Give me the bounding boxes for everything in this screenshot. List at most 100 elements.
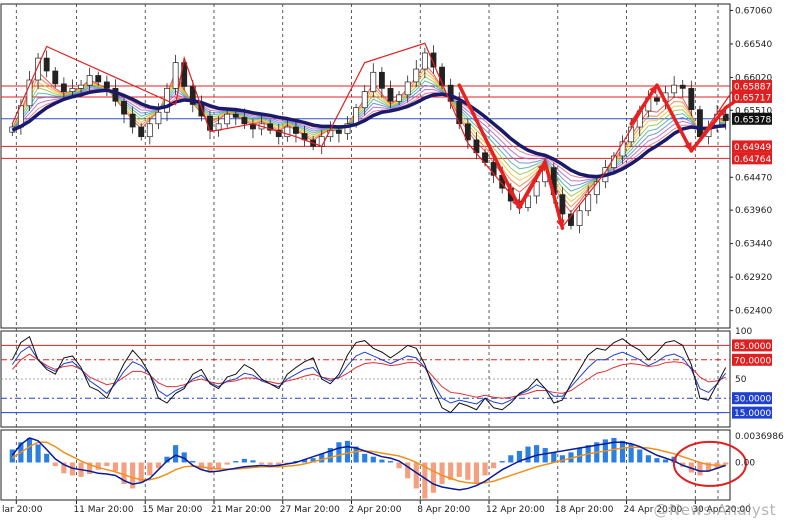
macd-bar — [456, 462, 462, 477]
x-tick-label: 2 Apr 20:00 — [349, 505, 402, 515]
svg-text:0.64764: 0.64764 — [734, 155, 771, 165]
macd-bar — [405, 462, 411, 479]
x-tick-label: 15 Mar 20:00 — [142, 505, 202, 515]
macd-bar — [465, 462, 471, 480]
candle — [146, 117, 153, 145]
candle — [172, 54, 179, 95]
candle — [396, 90, 403, 106]
candle — [103, 75, 110, 97]
macd-bar — [190, 461, 196, 463]
price-label: 0.64949 — [732, 140, 772, 153]
candle — [696, 105, 703, 141]
candle — [688, 80, 695, 117]
axes: 0.67060 0.66540 0.66020 0.65510 0.64470 0.639… — [2, 6, 784, 515]
x-tick-label: 27 Mar 20:00 — [280, 505, 340, 515]
macd-bar — [413, 462, 419, 489]
candle — [439, 63, 445, 90]
watermark: @News Analyst — [653, 501, 776, 519]
macd-bar — [482, 462, 488, 476]
candle — [370, 63, 377, 97]
candle — [404, 75, 411, 103]
x-tick-label: 30 Apr 20:00 — [692, 505, 751, 515]
y-tick-label: 0.66020 — [735, 73, 772, 83]
candle — [430, 45, 437, 74]
candle — [421, 47, 428, 79]
svg-text:0.65717: 0.65717 — [734, 93, 771, 103]
macd-bar — [164, 456, 170, 463]
candle — [361, 85, 368, 116]
macd-bar — [705, 462, 712, 472]
osc-line — [11, 353, 726, 399]
y-tick-label: 0.64470 — [735, 173, 772, 183]
candle — [679, 80, 686, 98]
macd-bar — [473, 462, 480, 483]
macd-bar — [430, 462, 437, 493]
candle — [69, 79, 76, 97]
macd-bar — [241, 458, 247, 463]
macd-bar — [9, 449, 15, 463]
candle — [189, 80, 196, 113]
macd-tick-label: 0.0036986 — [735, 432, 784, 442]
candle — [576, 204, 583, 234]
y-tick-label: 0.63440 — [735, 240, 772, 250]
x-tick-label: 11 Mar 20:00 — [73, 505, 133, 515]
svg-text:85.0000: 85.0000 — [734, 342, 771, 352]
macd-bar — [95, 462, 101, 470]
candle — [43, 50, 50, 78]
macd-bar — [61, 462, 67, 474]
osc-level-label: 30.0000 — [732, 392, 772, 405]
arrow-annotation — [655, 83, 694, 153]
macd-bar — [491, 462, 497, 469]
macd-bar — [26, 437, 33, 463]
osc-line — [11, 345, 727, 405]
x-tick-label: 24 Apr 20:00 — [624, 505, 683, 515]
macd-bar — [216, 462, 222, 469]
macd-bar — [112, 462, 119, 472]
oscillator-panel — [1, 335, 730, 414]
macd-tick-label: 0.00 — [735, 458, 755, 468]
macd-bar — [654, 458, 660, 463]
x-tick-label: 18 Apr 20:00 — [555, 505, 614, 515]
price-panel — [1, 42, 754, 234]
macd-bar — [387, 461, 394, 463]
macd-bar — [319, 453, 325, 463]
macd-bar — [155, 462, 161, 469]
zigzag-annotation — [11, 42, 735, 229]
osc-tick-label: 100 — [735, 327, 752, 337]
price-label: 0.64764 — [732, 152, 772, 165]
osc-level-label: 85.0000 — [732, 339, 772, 352]
svg-text:30.0000: 30.0000 — [734, 395, 771, 405]
macd-bar — [619, 440, 626, 463]
candle — [654, 94, 660, 106]
macd-bar — [448, 462, 454, 480]
panel-frame — [0, 429, 731, 501]
macd-bar — [379, 459, 385, 463]
arrow-annotation — [457, 83, 522, 210]
macd-bar — [267, 462, 273, 466]
macd-bar — [422, 462, 428, 499]
macd-panel — [9, 437, 747, 499]
macd-bar — [258, 462, 265, 464]
circle-annotation — [672, 440, 747, 487]
price-label: 0.65887 — [732, 79, 772, 92]
candle — [52, 67, 59, 88]
macd-bar — [310, 458, 316, 463]
candle — [275, 123, 282, 145]
macd-bar — [344, 440, 351, 463]
arrow-annotation — [517, 160, 547, 210]
macd-bar — [542, 448, 548, 463]
signal-line — [11, 441, 726, 485]
macd-bar — [628, 443, 634, 463]
candle — [387, 80, 394, 108]
candle — [293, 121, 299, 143]
macd-bar — [233, 461, 239, 463]
macd-bar — [439, 462, 445, 485]
candle — [95, 71, 102, 86]
macd-bar — [645, 455, 651, 463]
candle — [490, 156, 497, 184]
candle — [559, 186, 566, 221]
macd-bar — [138, 462, 144, 483]
macd-bar — [637, 449, 643, 463]
macd-bar — [301, 459, 308, 463]
